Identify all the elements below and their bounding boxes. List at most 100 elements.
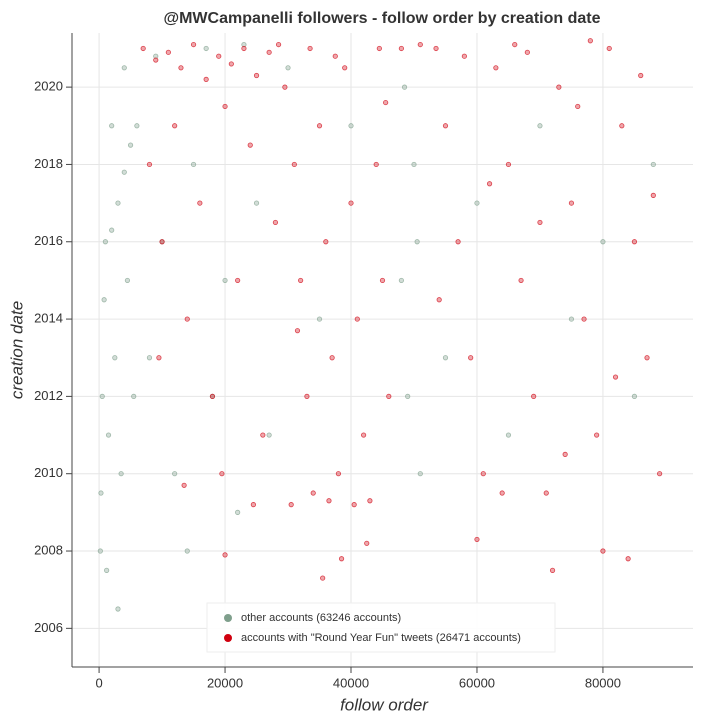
point	[600, 239, 606, 245]
point	[631, 239, 638, 245]
y-tick-label: 2020	[34, 79, 63, 94]
point	[364, 540, 370, 546]
point	[657, 471, 663, 477]
point	[294, 328, 301, 334]
x-tick-label: 40000	[333, 675, 369, 690]
point	[650, 192, 656, 198]
point	[524, 49, 530, 55]
point	[159, 239, 165, 245]
y-tick-label: 2018	[34, 156, 63, 171]
point	[250, 502, 256, 508]
point	[316, 316, 323, 322]
point	[367, 498, 373, 504]
point	[272, 219, 279, 226]
y-tick-label: 2016	[34, 233, 63, 248]
point	[115, 200, 121, 206]
x-tick-label: 80000	[585, 675, 621, 690]
point	[587, 38, 593, 44]
point	[146, 355, 153, 361]
point	[348, 200, 354, 206]
point	[383, 99, 389, 106]
point	[373, 161, 379, 168]
point	[216, 53, 222, 59]
point	[203, 45, 209, 52]
point	[222, 277, 228, 284]
point	[411, 161, 417, 168]
point	[219, 471, 225, 477]
point	[461, 53, 467, 59]
point	[118, 471, 124, 477]
point	[165, 49, 171, 55]
legend-label: other accounts (63246 accounts)	[241, 612, 401, 624]
points	[97, 38, 663, 612]
legend: other accounts (63246 accounts) accounts …	[206, 602, 556, 653]
point	[512, 41, 518, 48]
point	[376, 45, 382, 52]
x-tick-label: 20000	[207, 675, 243, 690]
point	[172, 471, 178, 477]
point	[131, 393, 137, 399]
point	[222, 552, 228, 558]
point	[275, 41, 282, 48]
point	[505, 161, 512, 168]
grid	[72, 33, 693, 667]
point	[253, 72, 260, 79]
point	[97, 548, 103, 554]
point	[291, 161, 297, 168]
point	[228, 61, 234, 67]
legend-box	[206, 602, 556, 653]
point	[304, 393, 310, 399]
point	[338, 556, 345, 562]
point	[285, 65, 291, 71]
point	[332, 53, 338, 59]
point	[612, 374, 619, 380]
point	[266, 432, 272, 438]
point	[326, 498, 332, 504]
point	[568, 200, 575, 206]
point	[549, 567, 556, 573]
point	[619, 123, 625, 129]
point	[417, 41, 423, 48]
y-tick-label: 2012	[34, 388, 63, 403]
point	[562, 451, 568, 457]
point	[282, 84, 288, 90]
point	[184, 548, 190, 554]
point	[638, 72, 644, 79]
point	[499, 490, 505, 496]
point	[594, 432, 600, 438]
point	[361, 432, 367, 438]
point	[190, 161, 197, 168]
point	[486, 181, 493, 187]
point	[650, 161, 656, 168]
point	[342, 65, 348, 71]
point	[134, 123, 140, 129]
point	[581, 316, 587, 322]
axes: 0 20000 40000 60000 80000 2006 2008 2010 2012 201…	[34, 33, 693, 690]
point	[253, 200, 260, 206]
point	[606, 45, 612, 52]
point	[235, 277, 241, 284]
point	[442, 123, 449, 129]
point	[121, 65, 127, 71]
point	[109, 227, 115, 233]
point	[209, 393, 216, 399]
point	[417, 471, 423, 477]
point	[600, 548, 606, 554]
point	[197, 200, 203, 206]
chart-title: @MWCampanelli followers - follow order b…	[164, 10, 601, 27]
y-axis-label: creation date	[7, 301, 26, 399]
point	[354, 316, 360, 322]
point	[310, 490, 316, 496]
point	[307, 45, 313, 52]
point	[101, 297, 107, 303]
point	[455, 239, 461, 245]
point	[543, 490, 549, 496]
point	[320, 575, 326, 581]
point	[493, 65, 499, 71]
point	[398, 277, 404, 284]
point	[112, 355, 118, 361]
point	[518, 277, 524, 284]
point	[379, 277, 386, 284]
point	[247, 142, 253, 148]
point	[323, 239, 329, 245]
